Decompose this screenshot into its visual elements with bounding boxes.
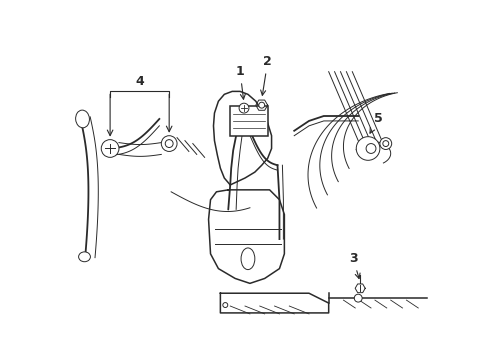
Circle shape (366, 144, 375, 153)
Circle shape (258, 102, 264, 108)
Circle shape (161, 136, 177, 152)
Ellipse shape (241, 248, 254, 270)
Bar (230, 106, 267, 136)
Circle shape (101, 140, 119, 157)
Circle shape (239, 103, 248, 113)
Circle shape (379, 138, 391, 149)
Circle shape (353, 294, 362, 302)
Text: 2: 2 (260, 55, 271, 95)
Polygon shape (208, 190, 284, 283)
Circle shape (165, 140, 173, 148)
Text: 4: 4 (135, 75, 144, 88)
Circle shape (382, 141, 388, 147)
Text: 5: 5 (369, 112, 382, 133)
Text: 3: 3 (348, 252, 359, 279)
Ellipse shape (79, 252, 90, 262)
Circle shape (223, 302, 227, 307)
Ellipse shape (76, 110, 89, 128)
Circle shape (356, 137, 379, 160)
Text: 1: 1 (235, 65, 245, 99)
